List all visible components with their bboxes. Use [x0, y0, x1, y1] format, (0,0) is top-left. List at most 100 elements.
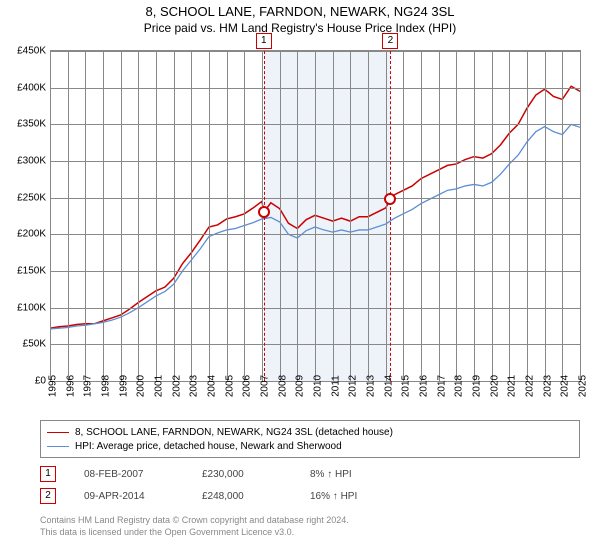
x-gridline: [421, 51, 422, 381]
x-gridline: [280, 51, 281, 381]
sale-price: £230,000: [202, 469, 282, 480]
x-gridline: [474, 51, 475, 381]
sale-marker-badge: 1: [256, 33, 272, 49]
chart-container: 8, SCHOOL LANE, FARNDON, NEWARK, NG24 3S…: [0, 0, 600, 560]
legend-item: 8, SCHOOL LANE, FARNDON, NEWARK, NG24 3S…: [47, 425, 573, 439]
x-tick-label: 1996: [65, 375, 76, 397]
y-tick-label: £100K: [2, 302, 46, 313]
x-gridline: [368, 51, 369, 381]
y-tick-label: £400K: [2, 82, 46, 93]
y-tick-label: £150K: [2, 266, 46, 277]
x-gridline: [50, 51, 51, 381]
x-tick-label: 1998: [101, 375, 112, 397]
x-tick-label: 1999: [118, 375, 129, 397]
x-gridline: [103, 51, 104, 381]
x-gridline: [174, 51, 175, 381]
sale-dot: [384, 193, 396, 205]
x-gridline: [156, 51, 157, 381]
chart-footer: 8, SCHOOL LANE, FARNDON, NEWARK, NG24 3S…: [40, 420, 580, 538]
chart-subtitle: Price paid vs. HM Land Registry's House …: [0, 21, 600, 35]
sale-marker-badge: 2: [382, 33, 398, 49]
x-tick-label: 2000: [136, 375, 147, 397]
legend-swatch: [47, 432, 69, 433]
x-tick-label: 2019: [472, 375, 483, 397]
y-tick-label: £350K: [2, 119, 46, 130]
x-gridline: [350, 51, 351, 381]
x-gridline: [403, 51, 404, 381]
sale-delta: 16% ↑ HPI: [310, 491, 357, 502]
sale-dot: [258, 206, 270, 218]
x-tick-label: 2021: [507, 375, 518, 397]
x-tick-label: 2023: [542, 375, 553, 397]
x-gridline: [386, 51, 387, 381]
x-gridline: [297, 51, 298, 381]
x-gridline: [315, 51, 316, 381]
sale-delta: 8% ↑ HPI: [310, 469, 352, 480]
sale-date: 08-FEB-2007: [84, 469, 174, 480]
attribution-line: This data is licensed under the Open Gov…: [40, 526, 580, 538]
x-gridline: [562, 51, 563, 381]
x-gridline: [85, 51, 86, 381]
x-tick-label: 2013: [366, 375, 377, 397]
x-gridline: [209, 51, 210, 381]
sale-date: 09-APR-2014: [84, 491, 174, 502]
sale-marker-line: [390, 51, 391, 381]
x-tick-label: 2011: [330, 375, 341, 397]
sale-row: 1 08-FEB-2007 £230,000 8% ↑ HPI: [40, 466, 580, 482]
x-gridline: [492, 51, 493, 381]
x-tick-label: 2012: [348, 375, 359, 397]
x-tick-label: 1995: [48, 375, 59, 397]
attribution-line: Contains HM Land Registry data © Crown c…: [40, 514, 580, 526]
x-tick-label: 2025: [578, 375, 589, 397]
x-tick-label: 2008: [277, 375, 288, 397]
x-gridline: [527, 51, 528, 381]
x-tick-label: 2002: [171, 375, 182, 397]
sale-badge: 1: [40, 466, 56, 482]
title-block: 8, SCHOOL LANE, FARNDON, NEWARK, NG24 3S…: [0, 0, 600, 35]
x-gridline: [509, 51, 510, 381]
x-gridline: [456, 51, 457, 381]
sales-list: 1 08-FEB-2007 £230,000 8% ↑ HPI 2 09-APR-2014…: [40, 466, 580, 504]
chart-plot-area: £0£50K£100K£150K£200K£250K£300K£350K£400…: [50, 50, 581, 381]
x-gridline: [244, 51, 245, 381]
y-tick-label: £450K: [2, 46, 46, 57]
x-tick-label: 2001: [154, 375, 165, 397]
y-tick-label: £250K: [2, 192, 46, 203]
y-tick-label: £0: [2, 376, 46, 387]
x-tick-label: 2004: [207, 375, 218, 397]
x-tick-label: 2006: [242, 375, 253, 397]
sale-price: £248,000: [202, 491, 282, 502]
x-tick-label: 2007: [260, 375, 271, 397]
y-tick-label: £300K: [2, 156, 46, 167]
x-gridline: [121, 51, 122, 381]
y-tick-label: £50K: [2, 339, 46, 350]
legend-item: HPI: Average price, detached house, Newa…: [47, 439, 573, 453]
x-tick-label: 2003: [189, 375, 200, 397]
x-gridline: [191, 51, 192, 381]
x-tick-label: 2010: [313, 375, 324, 397]
x-gridline: [439, 51, 440, 381]
x-gridline: [333, 51, 334, 381]
sale-badge: 2: [40, 488, 56, 504]
legend-label: HPI: Average price, detached house, Newa…: [75, 441, 342, 452]
x-tick-label: 2005: [224, 375, 235, 397]
x-tick-label: 2015: [401, 375, 412, 397]
x-tick-label: 1997: [83, 375, 94, 397]
chart-title-address: 8, SCHOOL LANE, FARNDON, NEWARK, NG24 3S…: [0, 4, 600, 19]
x-gridline: [580, 51, 581, 381]
legend-swatch: [47, 446, 69, 447]
x-tick-label: 2022: [525, 375, 536, 397]
x-tick-label: 2018: [454, 375, 465, 397]
x-tick-label: 2009: [295, 375, 306, 397]
x-tick-label: 2014: [383, 375, 394, 397]
x-tick-label: 2024: [560, 375, 571, 397]
legend: 8, SCHOOL LANE, FARNDON, NEWARK, NG24 3S…: [40, 420, 580, 458]
sale-row: 2 09-APR-2014 £248,000 16% ↑ HPI: [40, 488, 580, 504]
x-tick-label: 2016: [419, 375, 430, 397]
legend-label: 8, SCHOOL LANE, FARNDON, NEWARK, NG24 3S…: [75, 427, 393, 438]
x-tick-label: 2017: [436, 375, 447, 397]
x-gridline: [227, 51, 228, 381]
x-gridline: [545, 51, 546, 381]
attribution: Contains HM Land Registry data © Crown c…: [40, 514, 580, 538]
x-tick-label: 2020: [489, 375, 500, 397]
